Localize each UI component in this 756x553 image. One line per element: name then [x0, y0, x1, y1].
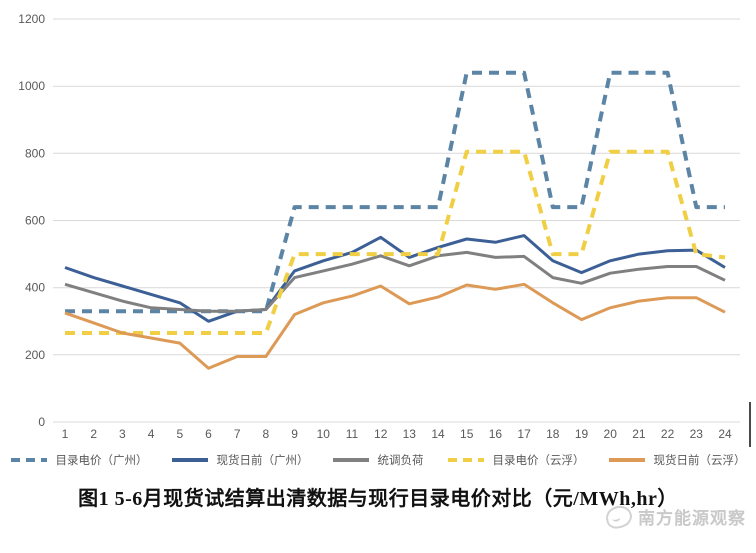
legend-label: 现货日前（广州） — [216, 455, 309, 467]
screen-edge-artifact — [749, 402, 751, 447]
y-tick-label-600: 600 — [25, 214, 45, 228]
x-tick-label-19: 19 — [575, 427, 589, 441]
watermark: 南方能源观察 — [603, 503, 746, 530]
legend-marker-solid — [171, 458, 208, 462]
x-tick-label-5: 5 — [176, 427, 183, 441]
x-tick-label-6: 6 — [205, 427, 212, 441]
x-tick-label-23: 23 — [690, 427, 704, 441]
legend: 目录电价（广州） 现货日前（广州） 统调负荷 目录电价（云浮） 现货日前（云浮） — [0, 452, 756, 468]
y-tick-label-800: 800 — [25, 146, 45, 160]
legend-item-0: 目录电价（广州） — [10, 452, 148, 468]
x-tick-label-22: 22 — [661, 427, 675, 441]
x-tick-label-13: 13 — [403, 427, 417, 441]
x-tick-label-10: 10 — [317, 427, 331, 441]
x-tick-label-18: 18 — [546, 427, 560, 441]
x-tick-label-21: 21 — [632, 427, 646, 441]
x-tick-label-24: 24 — [718, 427, 732, 441]
y-tick-label-0: 0 — [38, 415, 45, 429]
legend-marker-solid — [332, 458, 369, 462]
x-tick-label-11: 11 — [346, 427, 359, 441]
publisher-logo-icon — [603, 503, 635, 530]
x-tick-label-12: 12 — [374, 427, 388, 441]
x-tick-label-9: 9 — [291, 427, 298, 441]
legend-label: 统调负荷 — [377, 455, 424, 467]
legend-marker-dashed — [447, 458, 484, 462]
x-tick-label-7: 7 — [234, 427, 241, 441]
y-tick-label-200: 200 — [25, 348, 45, 362]
series-line-1 — [64, 234, 726, 323]
series-line-2 — [64, 250, 726, 313]
x-tick-label-8: 8 — [263, 427, 270, 441]
legend-item-1: 现货日前（广州） — [171, 452, 309, 468]
legend-label: 目录电价（云浮） — [492, 455, 585, 467]
x-tick-label-4: 4 — [148, 427, 155, 441]
watermark-text: 南方能源观察 — [638, 509, 746, 528]
chart-title: 图1 5-6月现货试结算出清数据与现行目录电价对比（元/MWh,hr） — [78, 488, 678, 510]
y-tick-label-1200: 1200 — [18, 12, 45, 26]
legend-item-3: 目录电价（云浮） — [447, 452, 585, 468]
x-tick-label-17: 17 — [517, 427, 531, 441]
legend-marker-dashed — [10, 458, 47, 462]
y-tick-label-1000: 1000 — [18, 79, 45, 93]
legend-item-2: 统调负荷 — [332, 452, 424, 468]
x-tick-label-14: 14 — [431, 427, 445, 441]
legend-label: 目录电价（广州） — [55, 455, 148, 467]
x-tick-label-16: 16 — [489, 427, 503, 441]
x-tick-label-1: 1 — [62, 427, 69, 441]
x-tick-label-20: 20 — [604, 427, 618, 441]
legend-item-4: 现货日前（云浮） — [608, 452, 746, 468]
legend-label: 现货日前（云浮） — [653, 455, 746, 467]
series-line-4 — [64, 282, 726, 370]
x-tick-label-2: 2 — [90, 427, 97, 441]
x-tick-label-3: 3 — [119, 427, 126, 441]
y-tick-label-400: 400 — [25, 281, 45, 295]
series-line-0 — [65, 70, 725, 314]
legend-marker-solid — [608, 458, 645, 462]
x-tick-label-15: 15 — [460, 427, 474, 441]
series-line-3 — [65, 149, 726, 335]
